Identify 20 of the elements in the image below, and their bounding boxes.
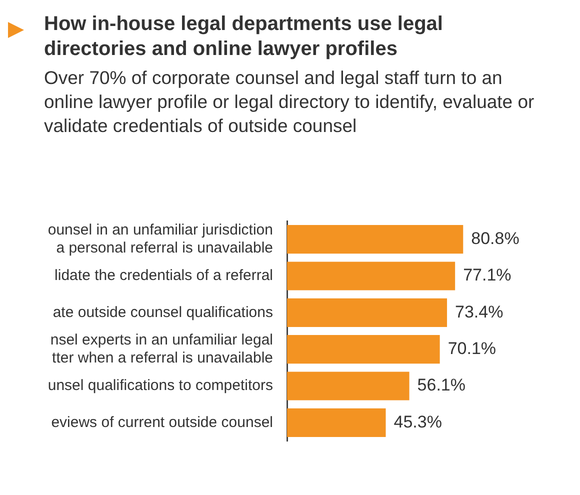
bar (287, 408, 386, 437)
y-tick-label: ounsel in an unfamiliar jurisdiction a personal referral is unavailable (48, 221, 273, 256)
bar (287, 262, 456, 290)
data-label: 45.3% (394, 412, 442, 432)
data-label: 77.1% (463, 266, 512, 285)
y-tick-label: nsel experts in an unfamiliar legal tter when a referral is unavailable (50, 331, 273, 366)
bar (287, 335, 440, 364)
y-tick-label: eviews of current outside counsel (51, 414, 273, 431)
data-label: 80.8% (471, 229, 520, 248)
bar (287, 372, 410, 400)
data-label: 56.1% (417, 376, 466, 395)
data-label: 70.1% (448, 339, 496, 358)
y-tick-label: ate outside counsel qualifications (52, 304, 273, 321)
bar (287, 225, 464, 254)
data-label: 73.4% (455, 302, 504, 322)
chart-subtitle: Over 70% of corporate counsel and legal staff turn to an online lawyer profile or legal directory to identify, evaluate or validate credentials of outside counsel (44, 66, 536, 138)
y-tick-label: lidate the credentials of a referral (54, 267, 273, 284)
bar (287, 298, 448, 327)
y-tick-label: unsel qualifications to competitors (48, 377, 273, 394)
chart-title: How in-house legal departments use legal directories and online lawyer profiles (44, 12, 444, 62)
